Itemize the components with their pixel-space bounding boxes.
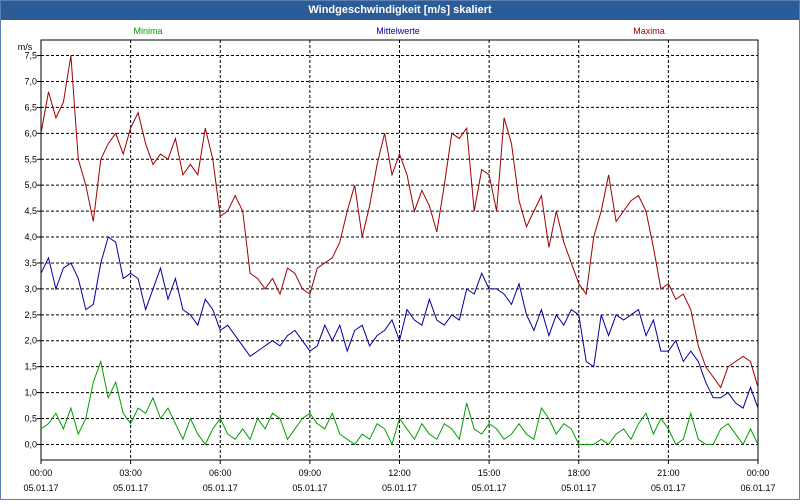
y-tick-label: 6,0 [24, 128, 37, 138]
y-tick-label: 0,5 [24, 414, 37, 424]
x-tick-time: 09:00 [299, 468, 322, 478]
window-title: Windgeschwindigkeit [m/s] skaliert [1, 1, 799, 20]
x-tick-date: 05.01.17 [113, 483, 148, 493]
chart-area: 0,0 0,5 1,0 1,5 2,0 2,5 3,0 3,5 4,0 4,5 5,0 5,5 6,0 6… [1, 21, 799, 499]
y-tick-label: 2,0 [24, 336, 37, 346]
x-tick-date: 05.01.17 [651, 483, 686, 493]
y-tick-label: 1,5 [24, 362, 37, 372]
y-tick-label: 2,5 [24, 310, 37, 320]
legend-mittelwerte: Mittelwerte [376, 26, 420, 36]
y-tick-label: 3,0 [24, 284, 37, 294]
x-tick-date: 05.01.17 [472, 483, 507, 493]
x-tick-date: 06.01.17 [740, 483, 775, 493]
x-tick-date: 05.01.17 [382, 483, 417, 493]
x-tick-time: 00:00 [747, 468, 770, 478]
series-line-mittelwerte [40, 236, 759, 409]
x-tick-date: 05.01.17 [203, 483, 238, 493]
series-line-maxima [40, 55, 759, 389]
y-tick-label: 7,0 [24, 76, 37, 86]
y-tick-label: 4,5 [24, 206, 37, 216]
x-tick-time: 18:00 [567, 468, 590, 478]
y-tick-label: 7,5 [24, 51, 37, 61]
x-tick-time: 21:00 [657, 468, 680, 478]
x-tick-date: 05.01.17 [561, 483, 596, 493]
y-tick-label: 0,0 [24, 439, 37, 449]
series-line-minima [40, 359, 759, 446]
legend-minima: Minima [133, 26, 162, 36]
y-tick-label: 3,5 [24, 258, 37, 268]
y-tick-label: 4,0 [24, 232, 37, 242]
x-tick-time: 06:00 [209, 468, 232, 478]
y-tick-label: 6,5 [24, 102, 37, 112]
y-tick-label: 1,0 [24, 388, 37, 398]
y-tick-label: 5,5 [24, 154, 37, 164]
x-tick-date: 05.01.17 [292, 483, 327, 493]
x-tick-time: 15:00 [478, 468, 501, 478]
wind-speed-chart: 0,0 0,5 1,0 1,5 2,0 2,5 3,0 3,5 4,0 4,5 5,0 5,5 6,0 6… [18, 26, 776, 493]
legend-maxima: Maxima [633, 26, 665, 36]
x-tick-time: 00:00 [30, 468, 53, 478]
x-tick-time: 03:00 [119, 468, 142, 478]
x-tick-time: 12:00 [388, 468, 411, 478]
y-tick-label: 5,0 [24, 180, 37, 190]
x-tick-date: 05.01.17 [23, 483, 58, 493]
y-axis-label: m/s [18, 42, 33, 52]
